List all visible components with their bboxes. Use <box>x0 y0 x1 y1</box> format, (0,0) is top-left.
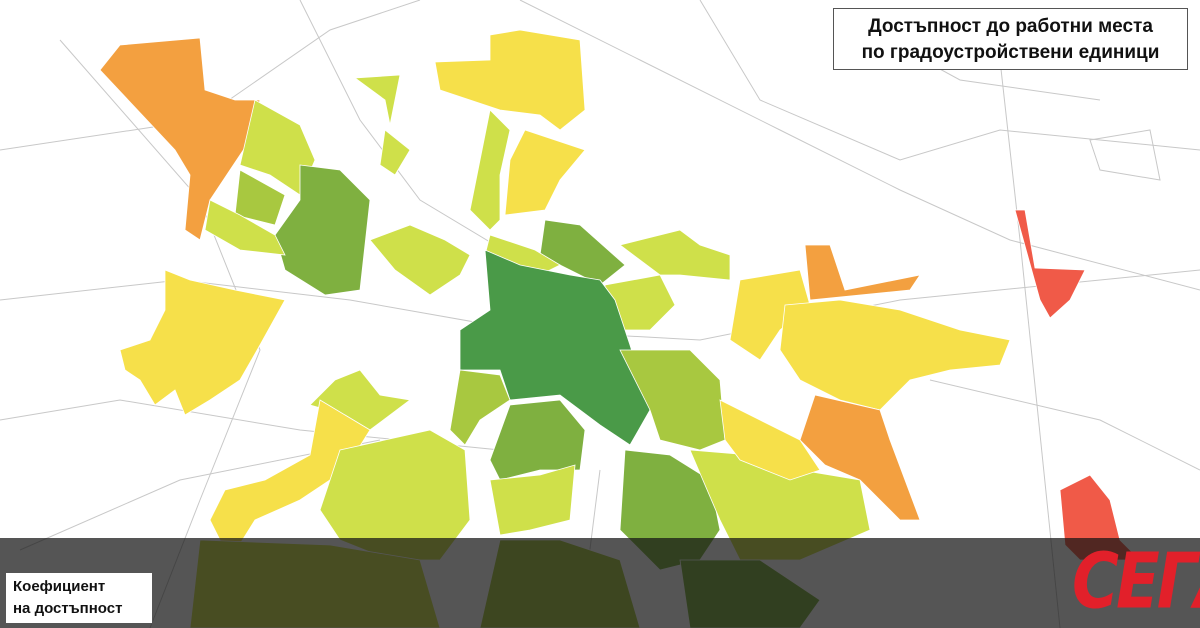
bottom-band <box>0 538 1200 628</box>
title-line: Достъпност до работни места <box>868 16 1153 37</box>
legend-box: Коефициент на достъпност <box>5 572 153 624</box>
legend-title-line: Коефициент <box>13 578 106 595</box>
title-line: по градоустройствени единици <box>861 42 1160 63</box>
legend-title-line: на достъпност <box>13 600 123 617</box>
title-box: Достъпност до работни места по градоустр… <box>833 8 1188 70</box>
logo: СЕГА <box>1072 538 1200 627</box>
